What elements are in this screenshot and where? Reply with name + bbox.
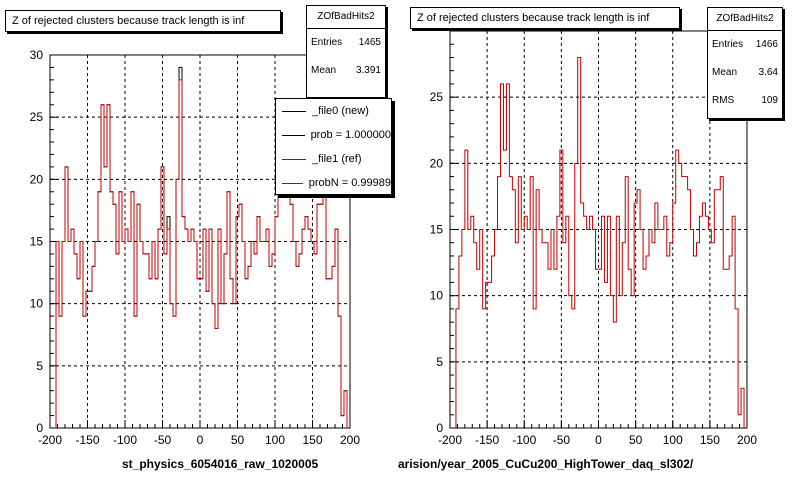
right-y-tick-label: 5 (436, 355, 443, 369)
legend-swatch-prob (282, 134, 305, 136)
right-x-axis-title: arision/year_2005_CuCu200_HighTower_daq_… (398, 457, 694, 471)
legend-swatch-file1 (282, 158, 306, 160)
right-x-tick-label: 0 (595, 433, 602, 447)
legend-label-prob: prob = 1.000000 (310, 129, 391, 141)
right-y-tick-label: 15 (430, 223, 444, 237)
right-stats-rms-label: RMS (712, 95, 735, 106)
left-x-tick-label: 0 (197, 433, 204, 447)
right-stats-mean-label: Mean (712, 67, 738, 78)
left-histogram-title: Z of rejected clusters because track len… (5, 10, 281, 32)
left-x-axis-title: st_physics_6054016_raw_1020005 (122, 457, 319, 471)
left-y-tick-label: 15 (30, 235, 44, 249)
left-x-tick-label: -150 (75, 433, 99, 447)
right-x-tick-label: 150 (700, 433, 720, 447)
left-stats-mean-value: 3.391 (355, 65, 381, 76)
right-stats-name: ZOfBadHits2 (708, 8, 782, 31)
left-x-tick-label: 150 (302, 433, 322, 447)
left-x-tick-label: -50 (154, 433, 172, 447)
right-x-tick-label: -100 (512, 433, 536, 447)
right-x-tick-label: 50 (629, 433, 643, 447)
left-stats-mean-label: Mean (311, 65, 337, 76)
left-y-tick-label: 10 (30, 297, 44, 311)
right-stats-entries-value: 1466 (755, 39, 778, 50)
legend-swatch-file0 (282, 110, 306, 112)
right-y-tick-label: 25 (430, 90, 444, 104)
left-x-tick-label: 200 (340, 433, 360, 447)
left-series-file1 (55, 79, 348, 428)
left-stats-entries-label: Entries (311, 37, 343, 48)
left-y-tick-label: 5 (36, 359, 43, 373)
left-y-tick-label: 25 (30, 110, 44, 124)
left-y-tick-label: 30 (30, 48, 44, 62)
left-stats-entries-value: 1465 (358, 37, 381, 48)
left-stats-entries-row: Entries 1465 (307, 29, 385, 57)
right-stats-box: ZOfBadHits2 Entries 1466 Mean 3.64 RMS 1… (707, 7, 783, 119)
right-stats-mean-row: Mean 3.64 (708, 59, 782, 87)
legend-entry-file1: _file1 (ref) (276, 147, 391, 171)
right-y-tick-label: 20 (430, 156, 444, 170)
right-y-tick-label: 0 (436, 421, 443, 435)
legend-entry-probn: probN = 0.99989 (276, 171, 391, 194)
left-x-tick-label: -100 (113, 433, 137, 447)
right-series-file1 (455, 56, 745, 428)
legend-label-file1: _file1 (ref) (312, 153, 362, 165)
left-x-tick-label: -200 (38, 433, 62, 447)
right-histogram-title: Z of rejected clusters because track len… (410, 7, 680, 29)
legend-entry-file0: _file0 (new) (276, 99, 391, 123)
right-stats-mean-value: 3.64 (758, 67, 778, 78)
right-x-tick-label: -50 (553, 433, 571, 447)
left-x-tick-label: 100 (265, 433, 285, 447)
right-x-tick-label: -150 (475, 433, 499, 447)
right-stats-entries-row: Entries 1466 (708, 31, 782, 59)
right-stats-entries-label: Entries (712, 39, 744, 50)
left-y-tick-label: 0 (36, 421, 43, 435)
left-stats-name: ZOfBadHits2 (307, 6, 385, 29)
left-stats-mean-row: Mean 3.391 (307, 57, 385, 85)
legend-entry-prob: prob = 1.000000 (276, 123, 391, 147)
legend-swatch-probn (282, 182, 303, 184)
right-stats-rms-row: RMS 109 (708, 87, 782, 115)
right-x-tick-label: -200 (438, 433, 462, 447)
legend-label-probn: probN = 0.99989 (308, 177, 391, 189)
left-x-tick-label: 50 (231, 433, 245, 447)
left-legend: _file0 (new) prob = 1.000000 _file1 (ref… (275, 98, 392, 195)
right-y-tick-label: 10 (430, 289, 444, 303)
right-x-tick-label: 200 (737, 433, 757, 447)
right-x-tick-label: 100 (663, 433, 683, 447)
legend-label-file0: _file0 (new) (312, 105, 369, 117)
left-stats-box: ZOfBadHits2 Entries 1465 Mean 3.391 (306, 5, 386, 98)
left-y-tick-label: 20 (30, 172, 44, 186)
right-stats-rms-value: 109 (761, 95, 778, 106)
